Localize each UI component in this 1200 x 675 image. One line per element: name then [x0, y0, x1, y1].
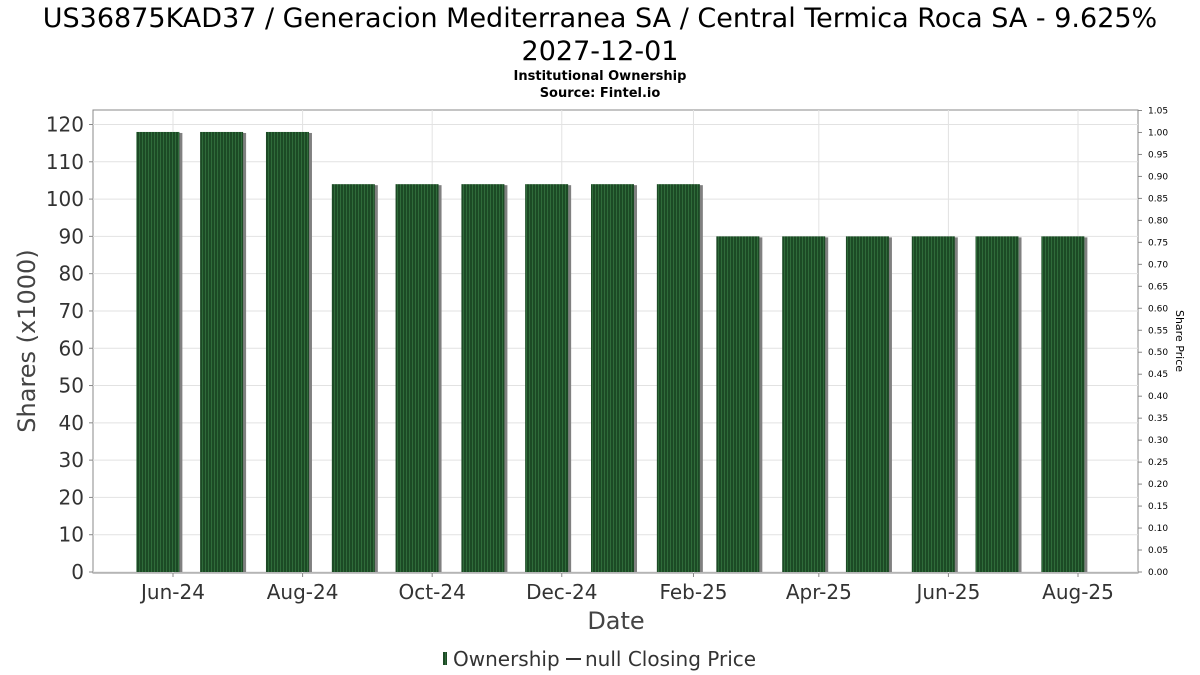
- y-tick-label: 50: [59, 374, 84, 398]
- y-tick-label: 0: [71, 560, 84, 584]
- y-tick-label: 120: [46, 113, 84, 137]
- bar: [525, 184, 569, 572]
- legend: Ownership null Closing Price: [443, 647, 756, 671]
- y2-axis-ticks: 0.00 0.05 0.10 0.15 0.20 0.25 0.30 0.35 0.40 0.45…: [1138, 107, 1168, 578]
- chart-title-line-2: 2027-12-01: [522, 36, 679, 67]
- bar: [716, 236, 760, 572]
- y2-tick-label: 0.00: [1148, 568, 1168, 578]
- bar: [845, 236, 889, 572]
- chart-source: Source: Fintel.io: [540, 86, 661, 101]
- y-tick-label: 20: [59, 485, 84, 509]
- x-axis-label: Date: [587, 607, 644, 635]
- x-tick-label: Feb-25: [659, 580, 727, 604]
- y2-tick-label: 0.45: [1148, 370, 1168, 380]
- chart-title-line-1: US36875KAD37 / Generacion Mediterranea S…: [43, 3, 1157, 34]
- y2-tick-label: 0.15: [1148, 502, 1168, 512]
- legend-swatch-ownership: [443, 652, 447, 665]
- y-tick-label: 30: [59, 448, 84, 472]
- x-tick-label: Dec-24: [526, 580, 597, 604]
- bar: [136, 131, 180, 573]
- y2-tick-label: 0.65: [1148, 282, 1168, 292]
- bar: [200, 131, 244, 573]
- y2-tick-label: 0.70: [1148, 260, 1168, 270]
- x-axis-ticks: Jun-24 Aug-24 Oct-24 Dec-24 Feb-25 Apr-25 Jun-…: [139, 573, 1114, 604]
- bar: [975, 236, 1019, 572]
- y-tick-label: 110: [46, 150, 84, 174]
- bar: [782, 236, 826, 572]
- y-tick-label: 90: [59, 224, 84, 248]
- legend-label-closing-price: null Closing Price: [585, 647, 756, 671]
- y2-tick-label: 0.80: [1148, 216, 1168, 226]
- y-tick-label: 80: [59, 262, 84, 286]
- y2-tick-label: 0.20: [1148, 480, 1168, 490]
- x-tick-label: Jun-24: [139, 580, 205, 604]
- y-axis-label: Shares (x1000): [13, 249, 41, 432]
- x-tick-label: Aug-25: [1042, 580, 1114, 604]
- y2-axis-label: Share Price: [1173, 310, 1186, 372]
- chart-subtitle: Institutional Ownership: [514, 69, 687, 84]
- legend-label-ownership: Ownership: [453, 647, 560, 671]
- x-tick-label: Oct-24: [399, 580, 466, 604]
- y2-tick-label: 0.85: [1148, 194, 1168, 204]
- bar: [461, 184, 505, 572]
- y2-tick-label: 0.95: [1148, 150, 1168, 160]
- bar: [395, 184, 439, 572]
- y2-tick-label: 0.60: [1148, 304, 1168, 314]
- bar: [265, 131, 309, 573]
- y2-tick-label: 0.55: [1148, 326, 1168, 336]
- x-tick-label: Jun-25: [914, 580, 980, 604]
- y2-tick-label: 0.30: [1148, 436, 1168, 446]
- bar: [591, 184, 634, 572]
- y-tick-label: 60: [59, 336, 84, 360]
- y-tick-label: 10: [59, 523, 84, 547]
- bar: [1041, 236, 1085, 572]
- y2-tick-label: 0.35: [1148, 414, 1168, 424]
- y-tick-label: 40: [59, 411, 84, 435]
- y2-tick-label: 0.50: [1148, 348, 1168, 358]
- y2-tick-label: 0.10: [1148, 524, 1168, 534]
- y2-tick-label: 0.40: [1148, 392, 1168, 402]
- y2-tick-label: 0.05: [1148, 546, 1168, 556]
- y2-tick-label: 1.05: [1148, 107, 1168, 117]
- x-tick-label: Aug-24: [267, 580, 339, 604]
- y-tick-label: 100: [46, 187, 84, 211]
- y2-tick-label: 1.00: [1148, 128, 1168, 138]
- bar-series-ownership: [136, 131, 1088, 573]
- y-tick-label: 70: [59, 299, 84, 323]
- x-tick-label: Apr-25: [786, 580, 852, 604]
- y2-tick-label: 0.75: [1148, 238, 1168, 248]
- y2-tick-label: 0.25: [1148, 458, 1168, 468]
- bar: [911, 236, 955, 572]
- y2-tick-label: 0.90: [1148, 172, 1168, 182]
- bar: [656, 184, 700, 572]
- bar: [331, 184, 375, 572]
- y-axis-ticks: 0 10 20 30 40 50 60 70 80 90 100 110 120: [46, 113, 93, 584]
